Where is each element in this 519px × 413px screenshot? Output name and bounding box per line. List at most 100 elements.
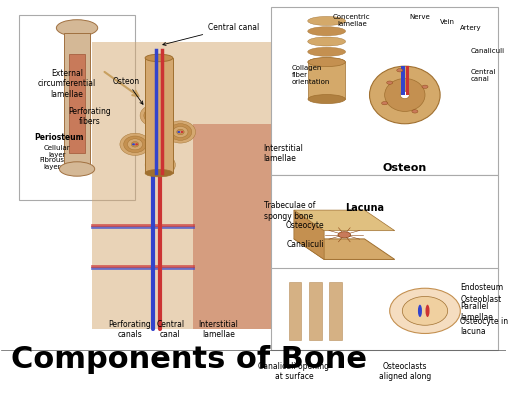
Bar: [401, 67, 405, 96]
FancyBboxPatch shape: [271, 268, 498, 350]
FancyBboxPatch shape: [92, 43, 274, 330]
Ellipse shape: [390, 289, 460, 334]
FancyBboxPatch shape: [271, 176, 498, 270]
Ellipse shape: [308, 58, 346, 67]
Bar: [406, 67, 409, 96]
Ellipse shape: [57, 21, 98, 37]
Ellipse shape: [156, 163, 164, 168]
Ellipse shape: [124, 137, 146, 153]
Text: Concentric
lamellae: Concentric lamellae: [333, 14, 371, 27]
Text: Central
canal: Central canal: [470, 69, 496, 82]
Ellipse shape: [402, 297, 448, 325]
Ellipse shape: [177, 132, 181, 134]
Text: Osteon: Osteon: [112, 76, 143, 105]
Text: Interstitial
lamellae: Interstitial lamellae: [264, 143, 304, 163]
Ellipse shape: [165, 121, 196, 144]
Ellipse shape: [160, 164, 163, 166]
Ellipse shape: [169, 124, 192, 141]
Polygon shape: [294, 211, 324, 260]
Text: Vein: Vein: [440, 19, 455, 25]
Text: Canaliculi opening
at surface: Canaliculi opening at surface: [258, 361, 330, 380]
Text: Osteocyte: Osteocyte: [285, 220, 324, 229]
Ellipse shape: [145, 154, 175, 176]
Ellipse shape: [154, 115, 156, 117]
Ellipse shape: [370, 67, 440, 124]
Ellipse shape: [308, 95, 345, 104]
Text: Osteocyte in
lacuna: Osteocyte in lacuna: [460, 316, 509, 335]
Polygon shape: [294, 239, 395, 260]
Ellipse shape: [397, 69, 403, 73]
Text: Osteon: Osteon: [383, 163, 427, 173]
Ellipse shape: [308, 38, 346, 47]
Bar: [145, 59, 173, 174]
Bar: [64, 34, 90, 170]
Ellipse shape: [308, 58, 345, 67]
Ellipse shape: [155, 115, 158, 117]
Ellipse shape: [308, 17, 346, 26]
Ellipse shape: [152, 115, 155, 117]
Ellipse shape: [149, 157, 172, 174]
Text: Endosteum: Endosteum: [460, 282, 503, 291]
Ellipse shape: [144, 108, 167, 125]
Text: Nerve: Nerve: [409, 14, 430, 19]
Ellipse shape: [426, 305, 430, 317]
Text: Lacuna: Lacuna: [345, 203, 384, 213]
Text: Artery: Artery: [460, 25, 482, 31]
Text: Components of Bone: Components of Bone: [11, 344, 367, 373]
Ellipse shape: [173, 127, 188, 138]
Ellipse shape: [387, 82, 393, 85]
Ellipse shape: [181, 132, 183, 134]
Ellipse shape: [308, 28, 346, 37]
Bar: [289, 282, 302, 340]
Ellipse shape: [132, 144, 135, 146]
FancyBboxPatch shape: [19, 16, 135, 200]
Polygon shape: [294, 211, 395, 231]
Ellipse shape: [134, 144, 136, 146]
FancyBboxPatch shape: [271, 7, 498, 176]
Ellipse shape: [412, 111, 418, 114]
Text: Central
canal: Central canal: [156, 319, 184, 339]
Ellipse shape: [385, 79, 425, 112]
Text: Central canal: Central canal: [163, 23, 260, 46]
Text: Collagen
fiber
orientation: Collagen fiber orientation: [291, 65, 330, 85]
Ellipse shape: [308, 48, 346, 57]
Ellipse shape: [159, 164, 161, 166]
Text: Osteoblast: Osteoblast: [460, 294, 501, 303]
Ellipse shape: [140, 105, 170, 127]
Text: Canaliculi: Canaliculi: [470, 47, 504, 54]
Bar: [308, 63, 345, 100]
Text: Fibrous
layer: Fibrous layer: [39, 157, 64, 170]
Text: Perforating
fibers: Perforating fibers: [69, 107, 111, 126]
Ellipse shape: [120, 134, 150, 156]
Ellipse shape: [128, 140, 143, 150]
Text: Canaliculi: Canaliculi: [286, 239, 324, 248]
Ellipse shape: [176, 130, 184, 135]
Text: Interstitial
lamellae: Interstitial lamellae: [198, 319, 238, 339]
Ellipse shape: [418, 305, 422, 317]
Ellipse shape: [157, 164, 160, 166]
Ellipse shape: [147, 111, 163, 122]
Ellipse shape: [338, 232, 351, 238]
Text: External
circumferential
lamellae: External circumferential lamellae: [38, 69, 96, 98]
Ellipse shape: [422, 86, 428, 89]
Bar: [329, 282, 342, 340]
FancyBboxPatch shape: [193, 124, 274, 330]
Bar: [70, 55, 85, 153]
Ellipse shape: [179, 132, 182, 133]
Ellipse shape: [152, 114, 159, 119]
Ellipse shape: [59, 162, 94, 177]
Text: Parallel
lamellae: Parallel lamellae: [460, 301, 493, 321]
Ellipse shape: [153, 160, 168, 171]
Text: Periosteum: Periosteum: [35, 132, 84, 141]
Ellipse shape: [400, 92, 409, 100]
Ellipse shape: [131, 142, 139, 148]
Text: Trabeculae of
spongy bone: Trabeculae of spongy bone: [264, 201, 315, 220]
Text: Cellular
layer: Cellular layer: [44, 145, 70, 158]
Ellipse shape: [381, 102, 388, 106]
Ellipse shape: [145, 55, 173, 62]
Bar: [309, 282, 322, 340]
Ellipse shape: [135, 144, 138, 146]
Text: Osteoclasts
aligned along: Osteoclasts aligned along: [379, 361, 431, 380]
Ellipse shape: [145, 170, 173, 177]
FancyBboxPatch shape: [2, 1, 506, 350]
